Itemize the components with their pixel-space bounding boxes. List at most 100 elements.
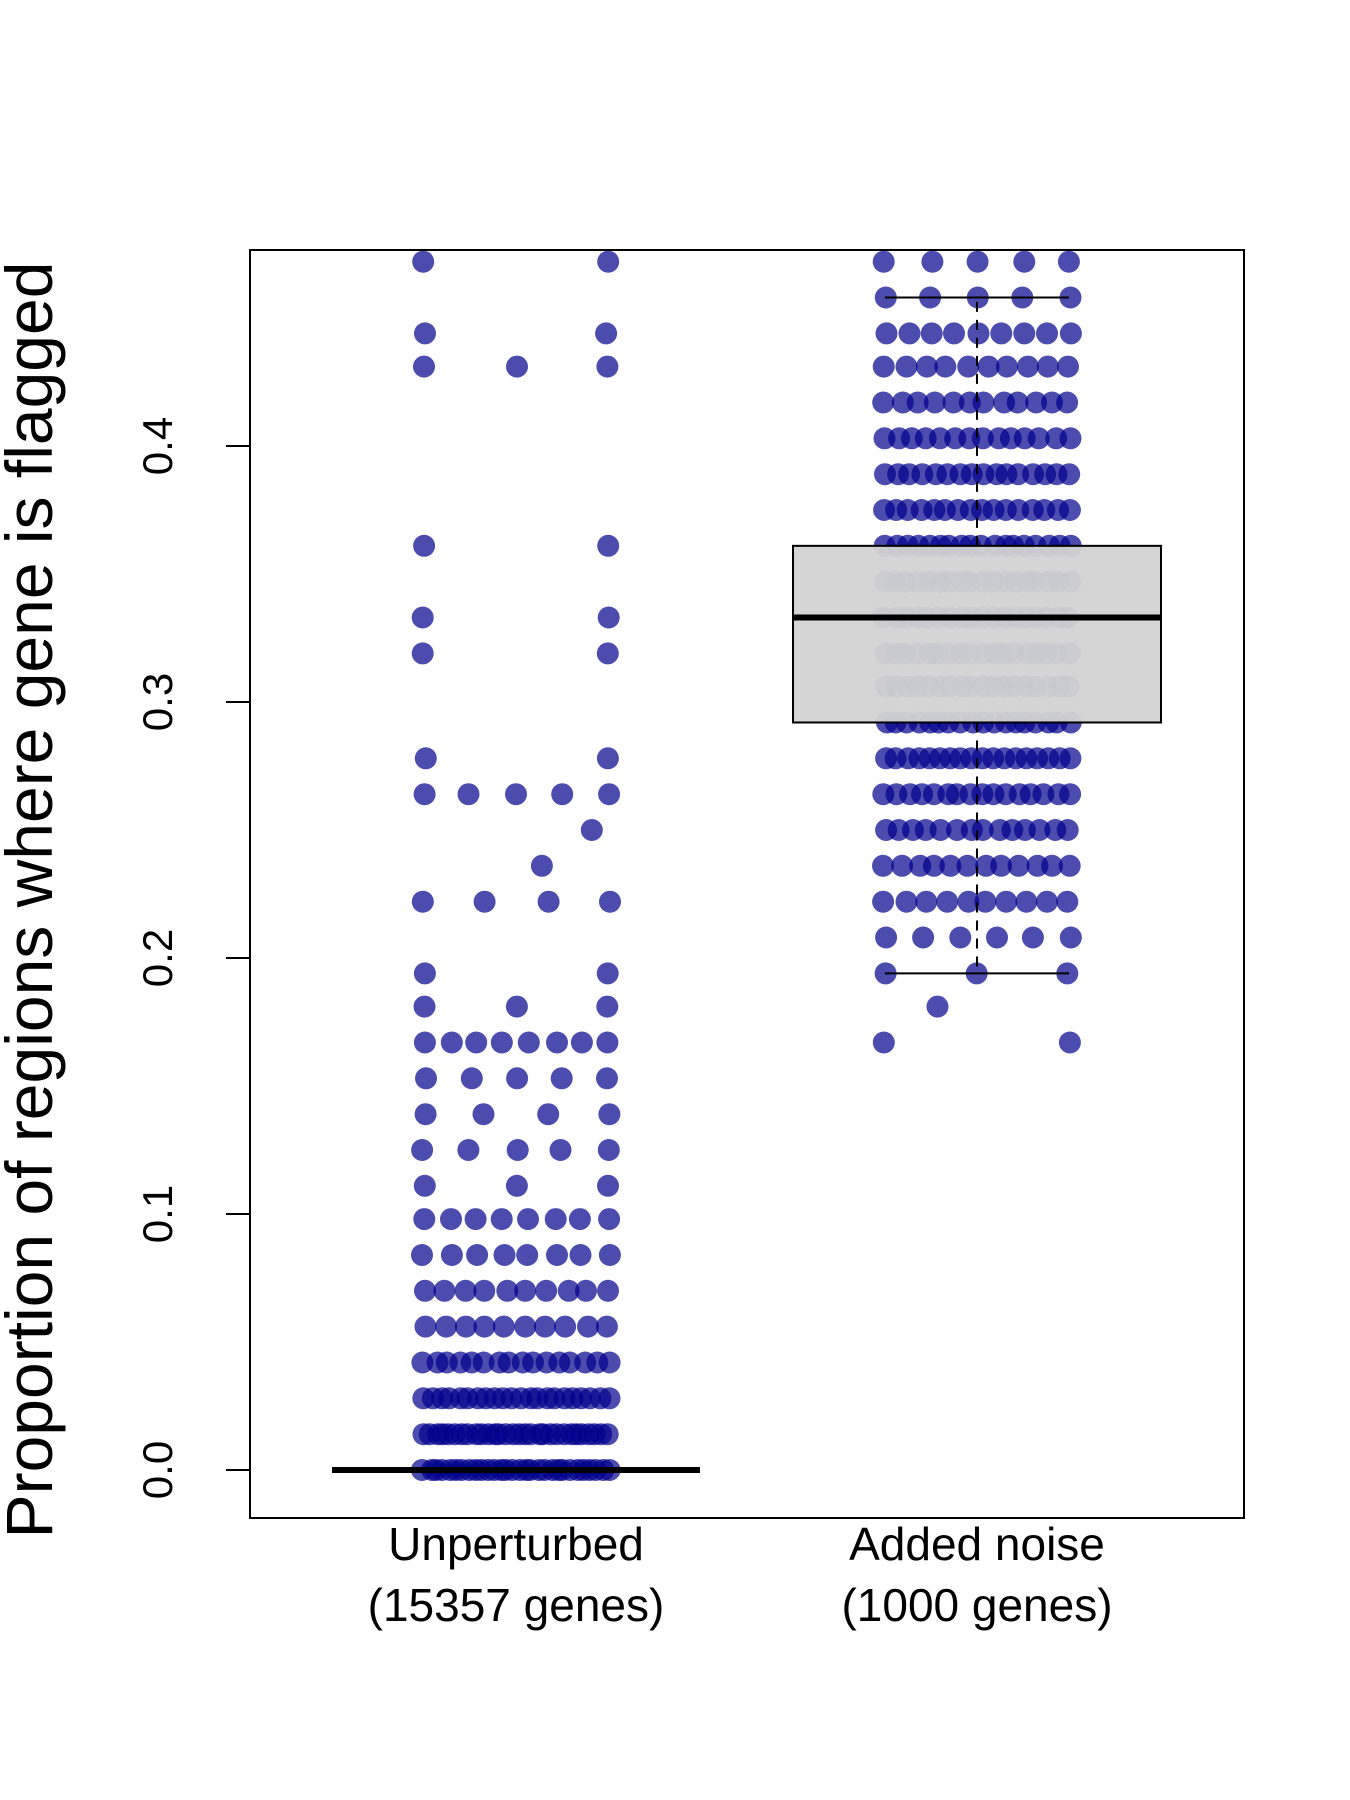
data-point xyxy=(598,1387,621,1410)
data-point xyxy=(551,783,574,806)
data-point xyxy=(872,1031,895,1054)
data-point xyxy=(597,606,620,629)
data-point xyxy=(915,355,938,378)
data-point xyxy=(413,783,436,806)
data-point xyxy=(1058,854,1081,877)
data-point xyxy=(550,1067,573,1090)
data-point xyxy=(875,322,898,345)
data-point xyxy=(596,1067,618,1090)
data-point xyxy=(1036,355,1059,378)
data-point xyxy=(412,250,435,273)
y-tick-label: 0.1 xyxy=(134,1185,181,1243)
data-point xyxy=(457,783,480,806)
data-point xyxy=(544,1208,567,1231)
data-point xyxy=(472,1103,495,1126)
data-point xyxy=(1059,322,1082,345)
data-point xyxy=(597,534,620,557)
data-point xyxy=(895,355,918,378)
data-point xyxy=(440,1031,463,1054)
data-point xyxy=(530,854,553,877)
box-layer xyxy=(332,296,1162,1473)
data-point xyxy=(549,1139,572,1161)
data-point xyxy=(413,1031,436,1054)
data-point xyxy=(457,1139,480,1161)
data-point xyxy=(514,1279,537,1302)
data-point xyxy=(957,890,980,913)
data-point xyxy=(454,1315,477,1338)
category-sublabel: (1000 genes) xyxy=(841,1579,1112,1631)
y-tick-label: 0.3 xyxy=(134,673,181,731)
data-point xyxy=(598,1208,621,1231)
data-point xyxy=(598,783,621,806)
data-point xyxy=(872,854,894,877)
data-point xyxy=(1021,926,1044,949)
data-point xyxy=(1041,391,1063,414)
data-point xyxy=(928,427,951,450)
data-point xyxy=(597,250,620,273)
data-point xyxy=(986,926,1008,949)
data-point xyxy=(440,1244,463,1266)
category-sublabel: (15357 genes) xyxy=(368,1579,665,1631)
data-point xyxy=(943,322,965,345)
data-point xyxy=(490,1031,513,1054)
data-point xyxy=(598,1244,621,1266)
data-point xyxy=(595,322,618,345)
data-point xyxy=(517,1031,540,1054)
data-point xyxy=(872,250,895,273)
data-point xyxy=(942,391,965,414)
data-point xyxy=(465,1031,488,1054)
data-point xyxy=(974,890,997,913)
data-point xyxy=(1057,250,1080,273)
data-point xyxy=(957,355,980,378)
data-point xyxy=(537,1103,560,1126)
data-point xyxy=(580,819,603,841)
data-point xyxy=(506,355,528,378)
data-point xyxy=(554,1315,577,1338)
data-point xyxy=(967,322,990,345)
data-point xyxy=(1059,427,1082,450)
data-point xyxy=(1058,463,1081,486)
data-point xyxy=(596,747,619,770)
data-point xyxy=(411,890,434,913)
data-point xyxy=(490,1208,513,1231)
data-point xyxy=(464,1208,487,1231)
data-point xyxy=(413,355,435,378)
data-point xyxy=(411,1139,434,1161)
data-point xyxy=(898,322,921,345)
data-point xyxy=(1059,286,1082,309)
data-point xyxy=(1027,427,1050,450)
data-point xyxy=(1059,747,1082,770)
data-point xyxy=(505,783,527,806)
category-label: Unperturbed xyxy=(388,1518,644,1570)
data-point xyxy=(473,1279,496,1302)
data-point xyxy=(466,1244,489,1266)
data-point xyxy=(872,391,895,414)
data-point xyxy=(534,1315,556,1338)
y-tick-label: 0.0 xyxy=(134,1441,181,1499)
data-point xyxy=(570,1031,593,1054)
data-point xyxy=(990,322,1013,345)
data-point xyxy=(596,642,619,665)
data-point xyxy=(569,1244,592,1266)
data-point xyxy=(473,1315,496,1338)
data-point xyxy=(595,1315,618,1338)
data-point xyxy=(939,854,962,877)
data-point xyxy=(895,890,918,913)
data-point xyxy=(597,1279,619,1302)
data-point xyxy=(411,1351,434,1374)
data-point xyxy=(435,1315,458,1338)
data-point xyxy=(995,355,1018,378)
data-point xyxy=(568,1208,591,1231)
data-point xyxy=(1013,250,1036,273)
data-point xyxy=(414,747,437,770)
data-point xyxy=(546,1031,568,1054)
data-point xyxy=(535,1279,558,1302)
data-point xyxy=(1058,1031,1081,1054)
data-point xyxy=(1036,890,1058,913)
data-point xyxy=(920,322,943,345)
data-point xyxy=(411,642,434,665)
data-point xyxy=(1057,355,1079,378)
data-point xyxy=(1015,890,1038,913)
